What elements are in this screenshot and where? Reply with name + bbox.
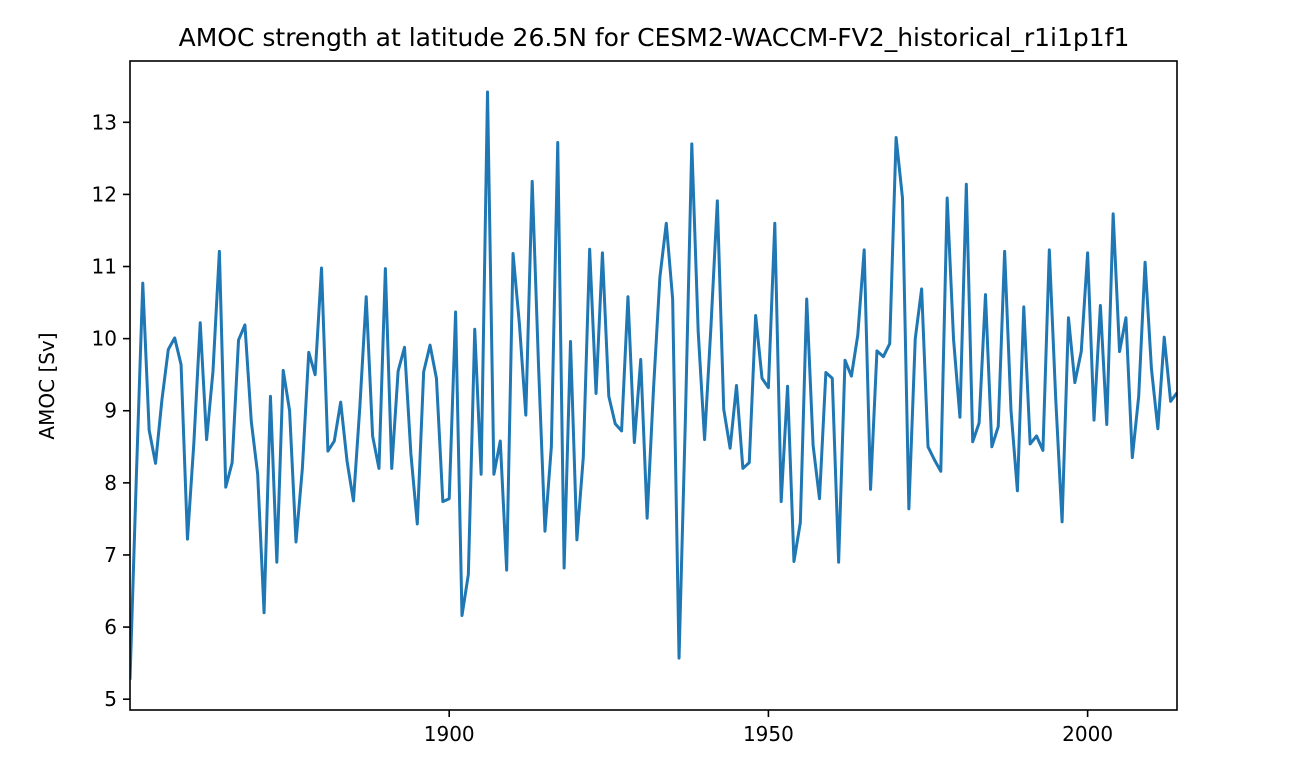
y-axis-label: AMOC [Sv] bbox=[35, 332, 59, 439]
series-layer bbox=[130, 90, 1177, 680]
y-tick-label: 9 bbox=[104, 399, 117, 423]
y-tick-label: 13 bbox=[92, 110, 117, 134]
series-line bbox=[130, 90, 1177, 680]
y-tick-label: 11 bbox=[92, 255, 117, 279]
x-tick-label: 2000 bbox=[1062, 722, 1113, 746]
y-tick-label: 10 bbox=[92, 327, 117, 351]
y-tick-label: 12 bbox=[92, 182, 117, 206]
y-tick-label: 5 bbox=[104, 687, 117, 711]
plot-frame bbox=[129, 60, 1178, 711]
x-tick-label: 1900 bbox=[424, 722, 475, 746]
y-tick-label: 8 bbox=[104, 471, 117, 495]
y-tick-label: 7 bbox=[104, 543, 117, 567]
x-tick-label: 1950 bbox=[743, 722, 794, 746]
y-tick-label: 6 bbox=[104, 615, 117, 639]
axis-ticks: 1900 1950 2000 5 6 7 8 9 10 11 12 13 bbox=[92, 110, 1114, 746]
chart-title: AMOC strength at latitude 26.5N for CESM… bbox=[179, 23, 1130, 52]
